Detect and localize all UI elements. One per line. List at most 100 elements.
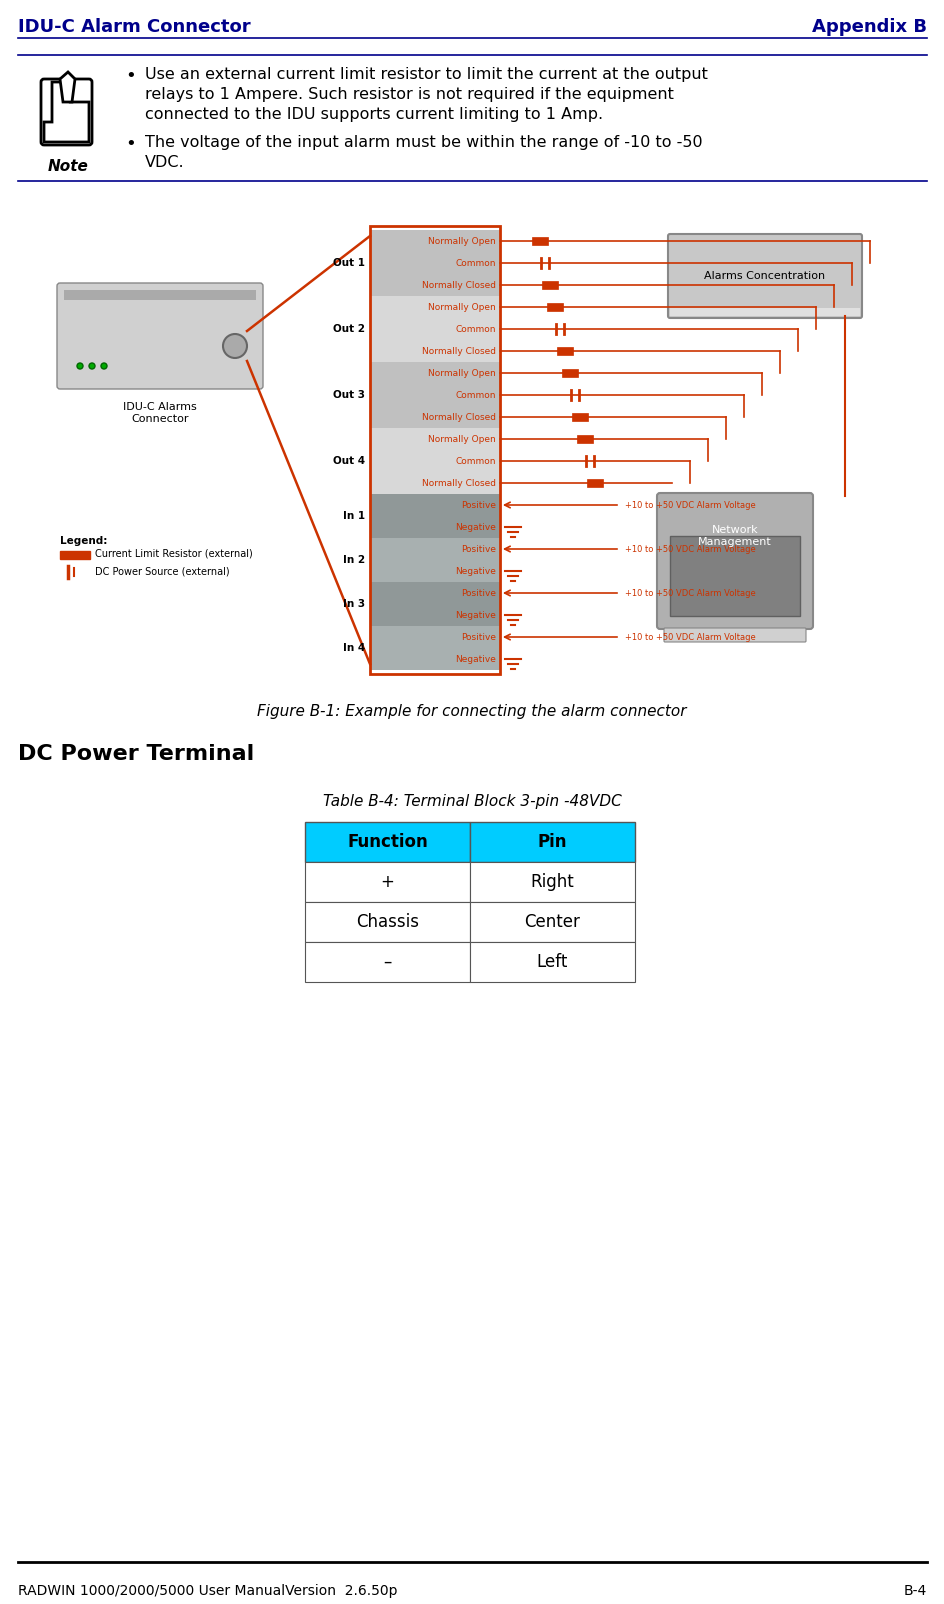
Text: +: + xyxy=(380,873,394,890)
Text: Common: Common xyxy=(455,324,496,334)
Text: IDU-C Alarm Connector: IDU-C Alarm Connector xyxy=(18,18,250,35)
Bar xyxy=(370,363,499,428)
Text: Alarms Concentration: Alarms Concentration xyxy=(703,271,825,281)
Bar xyxy=(370,226,499,674)
Text: +10 to +50 VDC Alarm Voltage: +10 to +50 VDC Alarm Voltage xyxy=(624,632,755,642)
Text: Positive: Positive xyxy=(461,500,496,510)
Bar xyxy=(469,901,634,942)
Text: Appendix B: Appendix B xyxy=(811,18,926,35)
Text: Center: Center xyxy=(524,913,580,930)
Text: +10 to +50 VDC Alarm Voltage: +10 to +50 VDC Alarm Voltage xyxy=(624,500,755,510)
Bar xyxy=(370,297,499,363)
Bar xyxy=(469,861,634,901)
Text: In 4: In 4 xyxy=(343,643,364,653)
Text: Normally Open: Normally Open xyxy=(428,303,496,311)
Bar xyxy=(64,290,256,300)
Text: In 2: In 2 xyxy=(343,555,364,565)
Text: relays to 1 Ampere. Such resistor is not required if the equipment: relays to 1 Ampere. Such resistor is not… xyxy=(144,87,673,103)
Bar xyxy=(469,821,634,861)
Text: –: – xyxy=(383,953,391,970)
Text: Note: Note xyxy=(47,159,89,173)
FancyBboxPatch shape xyxy=(664,629,805,642)
Bar xyxy=(469,942,634,982)
FancyBboxPatch shape xyxy=(667,234,861,318)
Bar xyxy=(305,942,469,982)
Bar xyxy=(370,494,499,537)
Bar xyxy=(571,412,587,420)
Text: Figure B-1: Example for connecting the alarm connector: Figure B-1: Example for connecting the a… xyxy=(257,704,686,719)
Text: Use an external current limit resistor to limit the current at the output: Use an external current limit resistor t… xyxy=(144,67,707,82)
Text: Normally Closed: Normally Closed xyxy=(422,412,496,422)
Text: In 3: In 3 xyxy=(343,598,364,610)
Circle shape xyxy=(223,334,246,358)
Text: Out 2: Out 2 xyxy=(332,324,364,334)
Bar xyxy=(556,346,572,354)
Text: Out 4: Out 4 xyxy=(332,456,364,467)
Text: •: • xyxy=(126,135,136,152)
Bar xyxy=(370,428,499,494)
Bar xyxy=(542,281,557,289)
Text: The voltage of the input alarm must be within the range of -10 to -50: The voltage of the input alarm must be w… xyxy=(144,135,702,151)
Text: Normally Open: Normally Open xyxy=(428,369,496,377)
Text: Chassis: Chassis xyxy=(356,913,418,930)
Polygon shape xyxy=(44,82,89,143)
Polygon shape xyxy=(59,72,75,103)
Bar xyxy=(305,861,469,901)
Bar xyxy=(370,626,499,670)
Bar xyxy=(531,237,548,245)
Bar xyxy=(547,303,563,311)
Text: Common: Common xyxy=(455,390,496,399)
Bar xyxy=(305,821,469,861)
Bar xyxy=(370,229,499,297)
Text: connected to the IDU supports current limiting to 1 Amp.: connected to the IDU supports current li… xyxy=(144,107,602,122)
Circle shape xyxy=(89,363,95,369)
Text: Right: Right xyxy=(531,873,574,890)
Text: Negative: Negative xyxy=(455,523,496,531)
Text: Negative: Negative xyxy=(455,566,496,576)
Text: Normally Closed: Normally Closed xyxy=(422,478,496,488)
Text: •: • xyxy=(126,67,136,85)
Text: +10 to +50 VDC Alarm Voltage: +10 to +50 VDC Alarm Voltage xyxy=(624,544,755,553)
Text: Function: Function xyxy=(346,832,428,852)
Text: Negative: Negative xyxy=(455,654,496,664)
Bar xyxy=(370,582,499,626)
Text: In 1: In 1 xyxy=(343,512,364,521)
Circle shape xyxy=(101,363,107,369)
Text: Left: Left xyxy=(536,953,567,970)
Text: Negative: Negative xyxy=(455,611,496,619)
Text: Normally Open: Normally Open xyxy=(428,236,496,245)
Text: Out 1: Out 1 xyxy=(332,258,364,268)
Text: Normally Open: Normally Open xyxy=(428,435,496,443)
Text: Common: Common xyxy=(455,258,496,268)
Text: Current Limit Resistor (external): Current Limit Resistor (external) xyxy=(95,549,252,560)
FancyBboxPatch shape xyxy=(57,282,262,390)
Circle shape xyxy=(76,363,83,369)
Bar xyxy=(305,901,469,942)
Text: Positive: Positive xyxy=(461,632,496,642)
Text: Normally Closed: Normally Closed xyxy=(422,346,496,356)
Text: Common: Common xyxy=(455,457,496,465)
Text: VDC.: VDC. xyxy=(144,156,184,170)
Bar xyxy=(59,552,90,560)
Text: Normally Closed: Normally Closed xyxy=(422,281,496,289)
Text: +10 to +50 VDC Alarm Voltage: +10 to +50 VDC Alarm Voltage xyxy=(624,589,755,598)
Text: B-4: B-4 xyxy=(902,1585,926,1598)
Text: Out 3: Out 3 xyxy=(332,390,364,399)
Text: Legend:: Legend: xyxy=(59,536,108,545)
Bar xyxy=(370,537,499,582)
Text: RADWIN 1000/2000/5000 User ManualVersion  2.6.50p: RADWIN 1000/2000/5000 User ManualVersion… xyxy=(18,1585,397,1598)
Bar xyxy=(562,369,578,377)
Bar xyxy=(669,308,859,316)
Bar xyxy=(577,435,593,443)
Text: Positive: Positive xyxy=(461,544,496,553)
Text: Pin: Pin xyxy=(537,832,566,852)
Bar xyxy=(586,480,602,488)
Text: Network
Management: Network Management xyxy=(698,525,771,547)
Bar xyxy=(669,536,800,616)
Text: Positive: Positive xyxy=(461,589,496,598)
Text: DC Power Terminal: DC Power Terminal xyxy=(18,744,254,764)
Text: DC Power Source (external): DC Power Source (external) xyxy=(95,566,229,577)
Text: Table B-4: Terminal Block 3-pin -48VDC: Table B-4: Terminal Block 3-pin -48VDC xyxy=(322,794,621,808)
FancyBboxPatch shape xyxy=(41,79,92,144)
Text: IDU-C Alarms
Connector: IDU-C Alarms Connector xyxy=(123,403,196,423)
